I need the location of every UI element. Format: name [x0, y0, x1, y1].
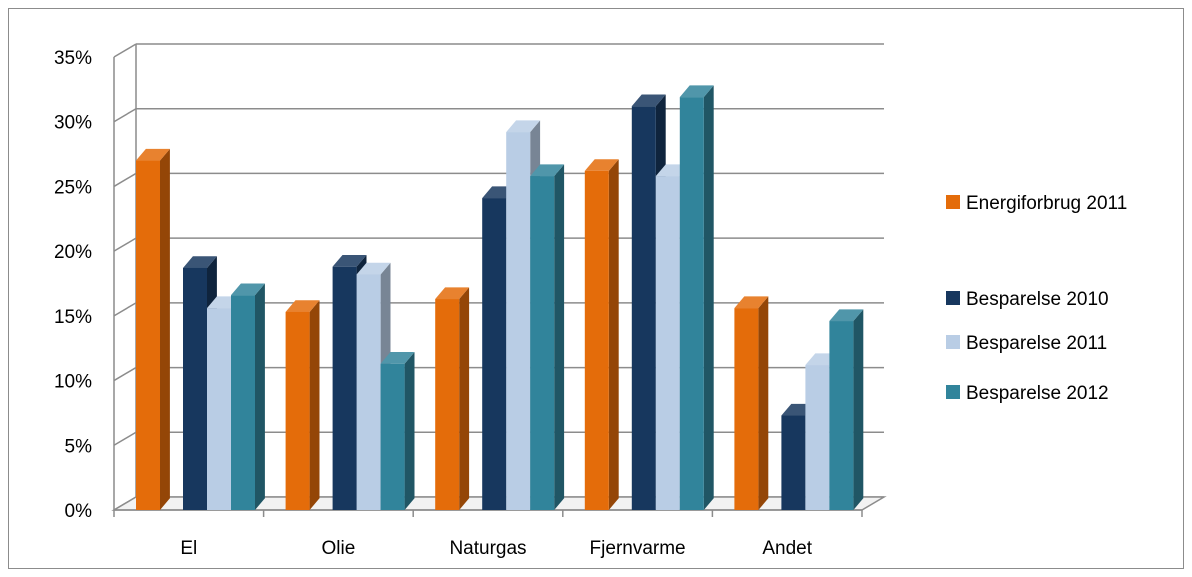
bar [829, 309, 864, 510]
y-tick-label: 5% [65, 436, 93, 457]
legend-label: Energiforbrug 2011 [966, 193, 1127, 214]
y-tick-label: 10% [54, 372, 92, 393]
legend-swatch [946, 385, 960, 399]
legend-entry: Besparelse 2012 [946, 383, 1109, 404]
y-tick-label: 30% [54, 113, 92, 134]
y-tick-label: 15% [54, 307, 92, 328]
legend-label: Besparelse 2010 [966, 289, 1109, 310]
legend-label: Besparelse 2011 [966, 333, 1107, 354]
x-tick-label: Fjernvarme [590, 538, 686, 559]
bar [679, 85, 714, 511]
y-tick-label: 20% [54, 242, 92, 263]
legend: Energiforbrug 2011 Besparelse 2010 Bespare… [946, 193, 1127, 404]
y-tick-label: 0% [65, 501, 93, 522]
tick-labels: 0% 5% 10% 15% 20% 25% 30% 35% El Olie Naturgas Fjer… [54, 48, 813, 559]
gridline [113, 43, 884, 58]
legend-entry: Besparelse 2010 [946, 289, 1109, 310]
legend-swatch [946, 291, 960, 305]
bar [136, 148, 170, 511]
bar [285, 300, 320, 510]
gridline [113, 107, 884, 123]
y-tick-label: 25% [54, 177, 92, 198]
legend-swatch [946, 335, 960, 349]
bars [136, 85, 864, 511]
bar [435, 287, 470, 510]
gridline [113, 172, 884, 188]
legend-swatch [946, 195, 960, 209]
bar [584, 159, 619, 510]
legend-entry: Besparelse 2011 [946, 333, 1107, 354]
legend-entry: Energiforbrug 2011 [946, 193, 1127, 214]
bar [380, 352, 415, 510]
x-tick-label: Olie [322, 538, 356, 559]
x-tick-label: El [180, 538, 197, 559]
bar [530, 164, 565, 511]
x-tick-label: Naturgas [449, 538, 526, 559]
y-tick-label: 35% [54, 48, 92, 69]
bar [734, 296, 769, 510]
x-tick-label: Andet [762, 538, 812, 559]
bar [231, 283, 265, 510]
legend-label: Besparelse 2012 [966, 383, 1109, 404]
